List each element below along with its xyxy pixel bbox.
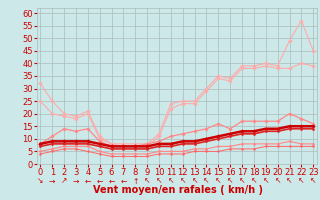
Text: ←: ← <box>108 177 115 186</box>
Text: ↖: ↖ <box>286 177 293 186</box>
Text: ←: ← <box>120 177 127 186</box>
Text: ↖: ↖ <box>298 177 305 186</box>
Text: ↘: ↘ <box>37 177 44 186</box>
Text: ↖: ↖ <box>215 177 221 186</box>
Text: ↖: ↖ <box>263 177 269 186</box>
Text: ↖: ↖ <box>227 177 233 186</box>
Text: Vent moyen/en rafales ( km/h ): Vent moyen/en rafales ( km/h ) <box>92 185 263 195</box>
Text: ↖: ↖ <box>168 177 174 186</box>
Text: →: → <box>49 177 55 186</box>
Text: ↖: ↖ <box>191 177 198 186</box>
Text: ↖: ↖ <box>180 177 186 186</box>
Text: →: → <box>73 177 79 186</box>
Text: ←: ← <box>97 177 103 186</box>
Text: ↖: ↖ <box>275 177 281 186</box>
Text: ↑: ↑ <box>132 177 139 186</box>
Text: ↖: ↖ <box>239 177 245 186</box>
Text: ←: ← <box>84 177 91 186</box>
Text: ↖: ↖ <box>156 177 162 186</box>
Text: ↖: ↖ <box>144 177 150 186</box>
Text: ↗: ↗ <box>61 177 67 186</box>
Text: ↖: ↖ <box>251 177 257 186</box>
Text: ↖: ↖ <box>310 177 316 186</box>
Text: ↖: ↖ <box>203 177 210 186</box>
